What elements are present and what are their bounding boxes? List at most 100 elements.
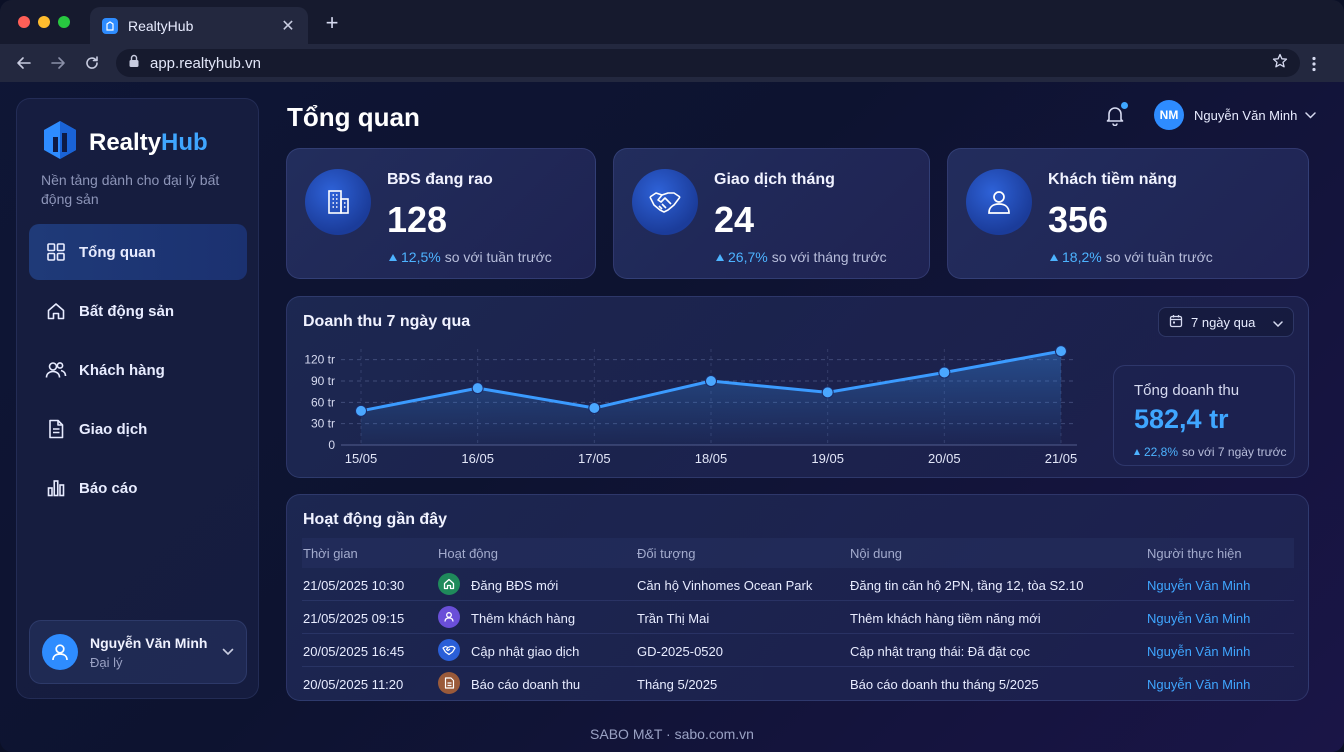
up-arrow-icon	[1134, 449, 1140, 455]
bell-icon[interactable]	[1104, 104, 1126, 127]
new-tab-button[interactable]: +	[325, 10, 339, 35]
avatar: NM	[1154, 100, 1184, 130]
y-tick-label: 90 tr	[311, 374, 335, 388]
stat-label: Giao dịch tháng	[714, 171, 835, 188]
table-row[interactable]: 21/05/2025 10:30 Đăng BĐS mới Căn hộ Vin…	[302, 568, 1294, 601]
cell-time: 21/05/2025 09:15	[303, 611, 405, 626]
handshake-icon	[438, 639, 460, 661]
y-tick-label: 30 tr	[311, 417, 335, 431]
table-row[interactable]: 20/05/2025 11:20 Báo cáo doanh thu Tháng…	[302, 667, 1294, 700]
table-row[interactable]: 21/05/2025 09:15 Thêm khách hàng Trần Th…	[302, 601, 1294, 634]
cell-action: Báo cáo doanh thu	[471, 677, 581, 692]
x-tick-label: 16/05	[461, 451, 494, 466]
stat-delta: 18,2% so với tuần trước	[1050, 249, 1213, 265]
browser-menu-icon[interactable]	[1304, 54, 1324, 74]
data-point	[355, 404, 367, 417]
cell-content: Cập nhật trạng thái: Đã đặt cọc	[850, 644, 1030, 659]
person-icon	[438, 606, 460, 628]
sidebar-item-label: Báo cáo	[79, 479, 138, 497]
forward-button[interactable]	[48, 53, 68, 73]
cell-user-link[interactable]: Nguyễn Văn Minh	[1147, 578, 1251, 593]
browser-tab[interactable]: RealtyHub ✕	[90, 7, 308, 44]
header-user-name: Nguyễn Văn Minh	[1194, 107, 1298, 123]
revenue-area	[361, 351, 1061, 445]
maximize-window-button[interactable]	[58, 16, 70, 28]
x-tick-label: 15/05	[345, 451, 378, 466]
revenue-panel: Doanh thu 7 ngày qua 7 ngày qua 0 30 tr 60…	[286, 296, 1309, 478]
data-point	[588, 402, 601, 415]
sidebar-item-khach-hang[interactable]: Khách hàng	[29, 342, 247, 398]
brand-name: RealtyHub	[89, 128, 208, 156]
revenue-chart: 0 30 tr 60 tr 90 tr 120 tr 15/05 16/05 17/05 18/…	[304, 345, 1078, 466]
cell-content: Đăng tin căn hộ 2PN, tầng 12, tòa S2.10	[850, 578, 1084, 593]
cell-user-link[interactable]: Nguyễn Văn Minh	[1147, 611, 1251, 626]
x-tick-label: 17/05	[578, 451, 611, 466]
table-row[interactable]: 20/05/2025 16:45 Cập nhật giao dịch GD-2…	[302, 634, 1294, 667]
report-icon	[438, 672, 460, 694]
stat-label: Khách tiềm năng	[1048, 171, 1177, 188]
cell-target: Tháng 5/2025	[637, 677, 718, 692]
building-icon	[305, 169, 371, 235]
logo-icon	[41, 119, 79, 166]
cell-user-link[interactable]: Nguyễn Văn Minh	[1147, 644, 1251, 659]
bookmark-star-icon[interactable]	[1272, 53, 1288, 74]
stat-card-leads[interactable]: Khách tiềm năng 356 18,2% so với tuần trư…	[947, 148, 1309, 279]
stat-value: 24	[714, 199, 755, 240]
y-tick-label: 60 tr	[311, 395, 335, 409]
person-icon	[966, 169, 1032, 235]
sidebar-item-label: Giao dịch	[79, 420, 148, 438]
x-tick-label: 21/05	[1045, 451, 1078, 466]
column-header: Thời gian	[303, 546, 358, 561]
back-button[interactable]	[14, 53, 34, 73]
sidebar-item-bat-dong-san[interactable]: Bất động sản	[29, 283, 247, 339]
data-point	[1055, 345, 1067, 358]
cell-time: 20/05/2025 11:20	[303, 677, 404, 692]
browser-toolbar: app.realtyhub.vn	[0, 44, 1344, 82]
cell-target: Căn hộ Vinhomes Ocean Park	[637, 578, 813, 593]
sidebar-item-bao-cao[interactable]: Báo cáo	[29, 460, 247, 516]
activity-title: Hoạt động gần đây	[303, 511, 447, 528]
column-header: Hoạt động	[438, 546, 498, 561]
favicon-icon	[102, 17, 118, 34]
cell-action: Thêm khách hàng	[471, 611, 576, 626]
header-user-menu[interactable]: NM Nguyễn Văn Minh	[1154, 100, 1317, 130]
page-title: Tổng quan	[287, 102, 420, 132]
sidebar-item-label: Tổng quan	[79, 243, 156, 261]
stat-delta: 26,7% so với tháng trước	[716, 249, 887, 265]
cell-action: Cập nhật giao dịch	[471, 644, 580, 659]
sidebar-item-label: Bất động sản	[79, 302, 175, 320]
chevron-down-icon[interactable]	[222, 643, 234, 661]
up-arrow-icon	[1050, 253, 1058, 261]
bar-chart-icon	[45, 477, 67, 499]
sidebar-user-card[interactable]: Nguyễn Văn Minh Đại lý	[29, 620, 247, 684]
calendar-icon	[1169, 314, 1183, 331]
sidebar-item-giao-dich[interactable]: Giao dịch	[29, 401, 247, 457]
handshake-icon	[632, 169, 698, 235]
minimize-window-button[interactable]	[38, 16, 50, 28]
brand-logo[interactable]: RealtyHub	[41, 119, 208, 166]
chevron-down-icon	[1273, 315, 1283, 330]
activity-panel: Hoạt động gần đây Thời gian Hoạt động Đố…	[286, 494, 1309, 701]
users-icon	[45, 359, 67, 381]
total-revenue-card: Tổng doanh thu 582,4 tr 22,8% so với 7 ng…	[1113, 365, 1295, 466]
stat-value: 356	[1048, 199, 1109, 240]
url-text: app.realtyhub.vn	[150, 54, 261, 72]
reload-button[interactable]	[82, 53, 102, 73]
notification-dot	[1121, 102, 1128, 109]
date-range-select[interactable]: 7 ngày qua	[1158, 307, 1294, 337]
data-point	[471, 382, 484, 395]
stat-card-listings[interactable]: BĐS đang rao 128 12,5% so với tuần trước	[286, 148, 596, 279]
tab-strip: RealtyHub ✕ +	[0, 0, 1344, 44]
close-window-button[interactable]	[18, 16, 30, 28]
x-tick-label: 18/05	[695, 451, 728, 466]
sidebar-item-tong-quan[interactable]: Tổng quan	[29, 224, 247, 280]
stat-delta: 12,5% so với tuần trước	[389, 249, 552, 265]
stat-card-transactions[interactable]: Giao dịch tháng 24 26,7% so với tháng trư…	[613, 148, 930, 279]
revenue-title: Doanh thu 7 ngày qua	[303, 313, 471, 330]
stat-value: 128	[387, 199, 448, 240]
address-bar[interactable]: app.realtyhub.vn	[116, 49, 1300, 77]
total-revenue-delta: 22,8% so với 7 ngày trước	[1134, 445, 1287, 459]
close-tab-icon[interactable]: ✕	[281, 17, 295, 35]
cell-user-link[interactable]: Nguyễn Văn Minh	[1147, 677, 1251, 692]
